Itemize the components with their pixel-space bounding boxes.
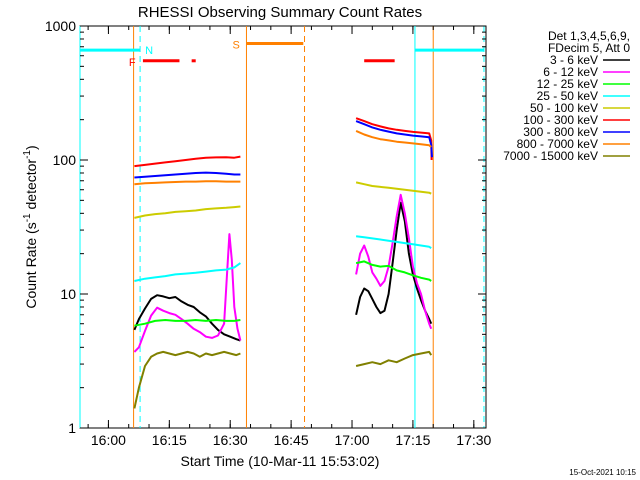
legend-header-line-2: FDecim 5, Att 0 bbox=[548, 41, 630, 55]
series-8-segment-0 bbox=[133, 350, 241, 409]
series-6-segment-1 bbox=[355, 120, 433, 158]
x-tick-label-2: 16:30 bbox=[213, 432, 248, 448]
series-3-segment-0 bbox=[134, 262, 241, 282]
x-tick-label-3: 16:45 bbox=[274, 432, 309, 448]
series-7-segment-1 bbox=[355, 129, 432, 148]
legend-header-line-1: Det 1,3,4,5,6,9, bbox=[548, 29, 630, 43]
y-axis-label-part-3: ) bbox=[23, 145, 39, 150]
y-tick-label-2: 100 bbox=[53, 152, 77, 168]
series-3-segment-1 bbox=[355, 235, 432, 249]
legend-label-4: 50 - 100 keV bbox=[530, 101, 598, 115]
x-tick-label-4: 17:00 bbox=[334, 432, 369, 448]
series-4-segment-0 bbox=[134, 205, 241, 219]
series-0-segment-1 bbox=[355, 201, 433, 325]
legend-label-7: 800 - 7000 keV bbox=[517, 137, 598, 151]
series-5-segment-1 bbox=[355, 117, 433, 161]
legend-label-0: 3 - 6 keV bbox=[550, 53, 598, 67]
series-1-segment-1 bbox=[355, 193, 433, 330]
flag-markers: NF S bbox=[80, 40, 484, 69]
footer-timestamp: 15-Oct-2021 10:15 bbox=[569, 468, 636, 477]
series-6-segment-0 bbox=[134, 171, 241, 179]
series-1-segment-0 bbox=[133, 233, 242, 353]
series-5-segment-0 bbox=[134, 155, 241, 168]
y-tick-label-1: 10 bbox=[60, 286, 76, 302]
series-0-segment-0 bbox=[133, 294, 241, 342]
y-axis-label-exp-1: -1 bbox=[22, 213, 33, 222]
flag-N-label: N bbox=[145, 45, 153, 57]
series-4-segment-1 bbox=[355, 181, 432, 195]
legend: Det 1,3,4,5,6,9, FDecim 5, Att 0 3 - 6 k… bbox=[503, 29, 630, 163]
x-tick-label-1: 16:15 bbox=[152, 432, 187, 448]
x-axis-label: Start Time (10-Mar-11 15:53:02) bbox=[181, 453, 380, 469]
x-tick-label-0: 16:00 bbox=[91, 432, 126, 448]
y-axis-label-part-2: detector bbox=[23, 159, 39, 214]
y-tick-label-3: 1000 bbox=[45, 18, 76, 34]
event-lines bbox=[79, 26, 485, 428]
series-2-segment-0 bbox=[134, 319, 241, 327]
legend-label-6: 300 - 800 keV bbox=[523, 125, 598, 139]
y-axis-label: Count Rate (s-1 detector-1) bbox=[22, 145, 39, 308]
legend-label-8: 7000 - 15000 keV bbox=[503, 149, 598, 163]
flag-F-label: F bbox=[129, 57, 136, 69]
series-2-segment-1 bbox=[355, 260, 432, 282]
y-tick-label-0: 1 bbox=[68, 420, 76, 436]
y-axis-label-part-1: Count Rate (s bbox=[23, 222, 39, 308]
flag-S-label: S bbox=[232, 40, 239, 52]
x-tick-label-5: 17:15 bbox=[395, 432, 430, 448]
legend-label-5: 100 - 300 keV bbox=[523, 113, 598, 127]
x-axis: 16:00 16:15 16:30 16:45 17:00 17:15 17:30 bbox=[87, 26, 492, 448]
x-tick-label-6: 17:30 bbox=[456, 432, 491, 448]
legend-label-3: 25 - 50 keV bbox=[537, 89, 598, 103]
legend-label-1: 6 - 12 keV bbox=[543, 65, 598, 79]
plot-area: NFS 16:00 16:15 16:30 16:45 17:00 17:15 17:30 … bbox=[45, 18, 492, 448]
series-lines bbox=[133, 117, 433, 409]
chart-title: RHESSI Observing Summary Count Rates bbox=[138, 4, 422, 21]
plot-frame bbox=[79, 25, 487, 429]
y-axis: 1 10 100 1000 bbox=[45, 18, 486, 436]
series-8-segment-1 bbox=[355, 350, 433, 367]
legend-label-2: 12 - 25 keV bbox=[537, 77, 598, 91]
y-axis-label-exp-2: -1 bbox=[22, 150, 33, 159]
series-7-segment-0 bbox=[134, 180, 241, 186]
